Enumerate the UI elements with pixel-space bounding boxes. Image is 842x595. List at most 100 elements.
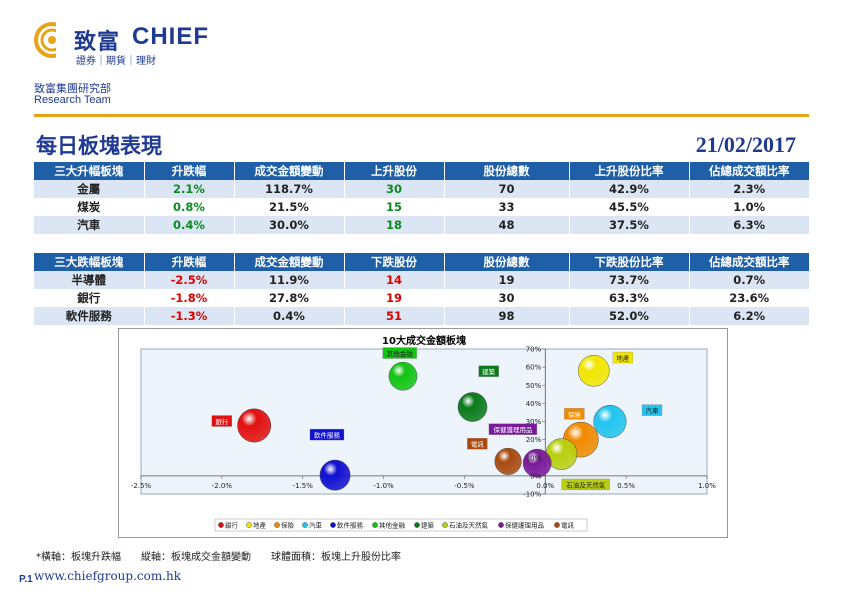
total-stocks: 48: [444, 216, 570, 234]
swirl-logo-icon: [34, 22, 70, 58]
change-pct: 0.4%: [144, 216, 235, 234]
bubble: [237, 408, 272, 443]
legend-label: 汽車: [309, 521, 323, 530]
table-row: 軟件服務 -1.3% 0.4% 51 98 52.0% 6.2%: [34, 307, 809, 325]
declining-count: 51: [344, 307, 445, 325]
table-row: 銀行 -1.8% 27.8% 19 30 63.3% 23.6%: [34, 289, 809, 307]
bubble-label-box: [478, 365, 499, 377]
turnover-share: 23.6%: [689, 289, 809, 307]
y-tick-label: 30%: [526, 418, 542, 426]
legend-marker: [498, 522, 504, 528]
y-tick-label: 50%: [526, 382, 542, 390]
bubble-label-box: [309, 428, 345, 441]
logo-tagline: 證券｜期貨｜理財: [76, 56, 156, 67]
change-pct: 0.8%: [144, 198, 235, 216]
website-link[interactable]: www.chiefgroup.com.hk: [34, 569, 182, 583]
turnover-share: 2.3%: [689, 180, 809, 198]
x-tick-label: -0.5%: [454, 482, 475, 490]
turnover-change: 0.4%: [234, 307, 345, 325]
advancing-count: 30: [344, 180, 445, 198]
page-number: P.1: [19, 574, 33, 585]
top-declining-sectors-table: 三大跌幅板塊 升跌幅 成交金額變動 下跌股份 股份總數 下跌股份比率 佔總成交額…: [34, 253, 809, 325]
company-logo: 致富 CHIEF 證券｜期貨｜理財: [34, 22, 244, 68]
y-tick-label: 60%: [526, 364, 542, 372]
bubble-label: 軟件服務: [314, 431, 341, 440]
column-header: 股份總數: [444, 253, 570, 271]
bubble-label-box: [488, 423, 538, 435]
turnover-share: 6.3%: [689, 216, 809, 234]
advancing-ratio: 45.5%: [569, 198, 690, 216]
table-row: 金屬 2.1% 118.7% 30 70 42.9% 2.3%: [34, 180, 809, 198]
legend-marker: [554, 522, 560, 528]
turnover-change: 11.9%: [234, 271, 345, 289]
column-header: 下跌股份比率: [569, 253, 690, 271]
bubble-label: 銀行: [215, 417, 229, 426]
column-header: 上升股份: [344, 162, 445, 180]
table-row: 煤炭 0.8% 21.5% 15 33 45.5% 1.0%: [34, 198, 809, 216]
legend-marker: [330, 522, 336, 528]
bubble-label: 電訊: [471, 440, 485, 449]
sector-name: 半導體: [34, 271, 145, 289]
bubble: [457, 392, 488, 422]
bubble-label: 汽車: [646, 406, 660, 415]
legend-label: 地產: [253, 521, 267, 530]
column-header: 升跌幅: [144, 253, 235, 271]
x-tick-label: 0.0%: [536, 482, 554, 490]
advancing-ratio: 42.9%: [569, 180, 690, 198]
turnover-share: 6.2%: [689, 307, 809, 325]
column-header: 股份總數: [444, 162, 570, 180]
turnover-change: 21.5%: [234, 198, 345, 216]
legend-marker: [274, 522, 280, 528]
column-header: 下跌股份: [344, 253, 445, 271]
y-tick-label: 10%: [526, 454, 542, 462]
advancing-count: 18: [344, 216, 445, 234]
sector-name: 軟件服務: [34, 307, 145, 325]
legend-label: 石油及天然氣: [449, 521, 489, 530]
logo-chinese-text: 致富: [74, 30, 121, 55]
change-pct: -2.5%: [144, 271, 235, 289]
x-tick-label: 1.0%: [698, 482, 716, 490]
bubble-label-box: [467, 438, 488, 450]
legend-marker: [372, 522, 378, 528]
y-tick-label: 20%: [526, 436, 542, 444]
chart-title: 10大成交金額板塊: [382, 334, 466, 347]
bubble-label: 其他金融: [387, 349, 414, 358]
total-stocks: 98: [444, 307, 570, 325]
advancing-count: 15: [344, 198, 445, 216]
column-header: 三大跌幅板塊: [34, 253, 145, 271]
bubble-label: 保健護理用品: [493, 425, 532, 434]
y-tick-label: 70%: [526, 346, 542, 354]
turnover-change: 30.0%: [234, 216, 345, 234]
x-tick-label: -1.0%: [373, 482, 394, 490]
legend-label: 銀行: [225, 521, 239, 530]
table-row: 汽車 0.4% 30.0% 18 48 37.5% 6.3%: [34, 216, 809, 234]
bubble: [494, 447, 522, 475]
legend-label: 保險: [281, 521, 295, 530]
chart-footnote: *橫軸：板塊升跌幅 縱軸：板塊成交金額變動 球體面積：板塊上升股份比率: [36, 552, 401, 563]
column-header: 上升股份比率: [569, 162, 690, 180]
change-pct: -1.3%: [144, 307, 235, 325]
legend-label: 軟件服務: [337, 521, 364, 530]
bubble-label: 建築: [482, 367, 496, 376]
legend-box: [214, 518, 588, 532]
top-gaining-sectors-table: 三大升幅板塊 升跌幅 成交金額變動 上升股份 股份總數 上升股份比率 佔總成交額…: [34, 162, 809, 234]
declining-count: 19: [344, 289, 445, 307]
turnover-change: 118.7%: [234, 180, 345, 198]
department-name-english: Research Team: [34, 94, 111, 106]
total-stocks: 19: [444, 271, 570, 289]
legend-label: 其他金融: [379, 521, 406, 530]
sector-name: 煤炭: [34, 198, 145, 216]
y-tick-label: 40%: [526, 400, 542, 408]
bubble: [522, 448, 552, 478]
legend-label: 保健護理用品: [505, 521, 544, 530]
total-stocks: 70: [444, 180, 570, 198]
header-divider: [34, 114, 809, 117]
legend-label: 建築: [421, 521, 435, 530]
column-header: 三大升幅板塊: [34, 162, 145, 180]
x-tick-label: 0.5%: [617, 482, 635, 490]
y-tick-label: 0%: [530, 472, 541, 480]
bubble: [593, 405, 627, 438]
total-stocks: 33: [444, 198, 570, 216]
column-header: 成交金額變動: [234, 162, 345, 180]
